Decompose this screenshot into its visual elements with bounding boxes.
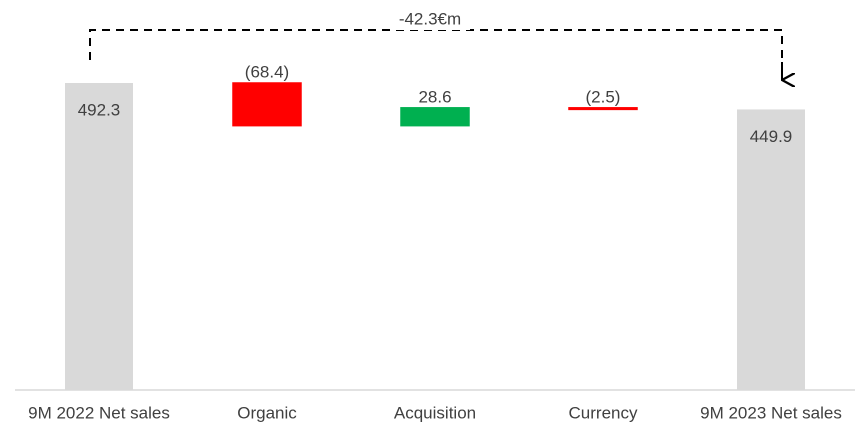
value-label: 28.6 [418,87,451,106]
x-tick-label: 9M 2023 Net sales [700,403,842,422]
x-tick-label: Currency [569,403,638,422]
bar [737,109,805,390]
x-tick-label: Organic [237,403,297,422]
difference-bracket [89,29,783,80]
bar [568,107,638,111]
value-label: (68.4) [245,62,289,81]
value-label: 449.9 [750,127,793,146]
bar [232,82,302,127]
bar [400,107,470,127]
annotation: -42.3€m [399,9,461,28]
annotation-bg [390,10,470,30]
value-label: 492.3 [78,100,121,119]
x-tick-label: 9M 2022 Net sales [28,403,170,422]
bar [65,83,133,390]
value-label: (2.5) [586,87,621,106]
x-tick-label: Acquisition [394,403,476,422]
